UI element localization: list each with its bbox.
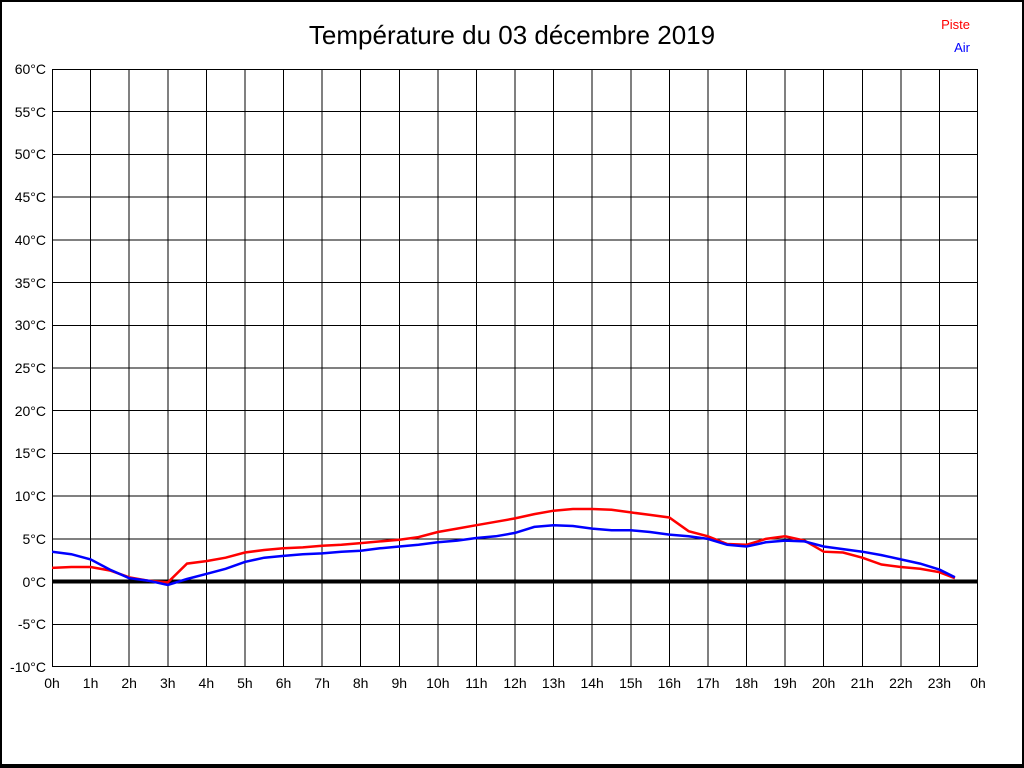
y-tick-label: 60°C (14, 61, 46, 77)
x-tick-label: 5h (237, 675, 253, 691)
x-tick-label: 21h (850, 675, 874, 691)
y-tick-label: 10°C (14, 488, 46, 505)
y-tick-label: 0°C (22, 573, 47, 590)
x-tick-label: 12h (503, 675, 527, 691)
legend: Piste Air (941, 13, 970, 59)
x-tick-label: 23h (927, 675, 952, 691)
x-tick-label: 8h (352, 675, 369, 691)
x-tick-label: 9h (391, 675, 408, 691)
x-tick-label: 16h (657, 675, 681, 691)
air-line (52, 523, 956, 587)
y-tick-label: 40°C (14, 231, 46, 248)
y-tick-label: 25°C (14, 360, 46, 376)
x-tick-label: 15h (619, 675, 643, 691)
y-tick-label: 15°C (14, 445, 46, 462)
x-tick-label: 10h (426, 675, 450, 691)
x-tick-label: 19h (773, 675, 797, 691)
x-tick-label: 14h (580, 675, 604, 691)
x-tick-label: 2h (121, 675, 137, 691)
y-tick-label: 50°C (14, 146, 46, 163)
y-tick-label: 20°C (14, 402, 46, 419)
chart-title: Température du 03 décembre 2019 (308, 20, 716, 50)
x-tick-label: 18h (734, 675, 759, 691)
x-tick-label: 6h (275, 675, 292, 691)
y-tick-label: -5°C (17, 616, 46, 633)
x-tick-label: 13h (541, 675, 566, 691)
legend-item-air: Air (954, 40, 970, 55)
y-tick-label: 35°C (14, 274, 46, 291)
y-tick-label: 55°C (14, 103, 46, 120)
x-tick-label: 22h (889, 675, 913, 691)
y-tick-label: 30°C (14, 317, 46, 334)
x-tick-label: 11h (465, 675, 488, 691)
x-tick-label: 0h (970, 675, 986, 691)
x-tick-label: 4h (198, 675, 215, 691)
legend-item-piste: Piste (941, 17, 970, 32)
y-tick-label: 45°C (14, 189, 46, 206)
y-tick-label: -10°C (10, 659, 46, 675)
temperature-plot (52, 69, 978, 667)
y-tick-label: 5°C (22, 530, 47, 547)
x-tick-label: 0h (44, 675, 60, 691)
x-tick-label: 7h (314, 675, 330, 691)
x-tick-label: 3h (159, 675, 176, 691)
x-tick-label: 17h (696, 675, 720, 691)
x-tick-label: 1h (82, 675, 99, 691)
x-tick-label: 20h (811, 675, 836, 691)
